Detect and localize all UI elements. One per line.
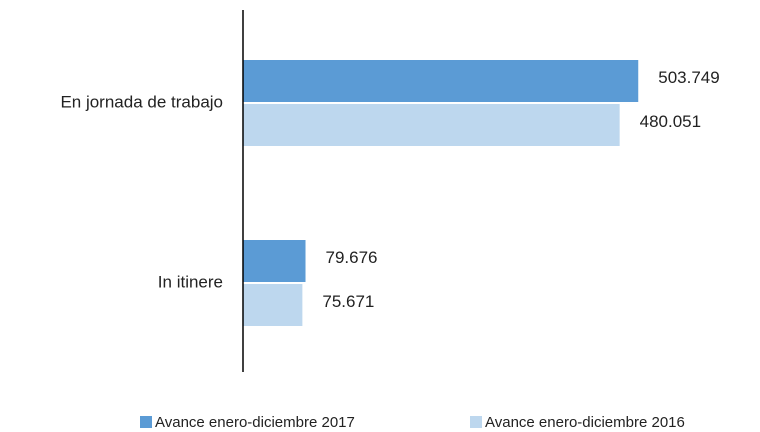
data-label: 79.676	[326, 248, 378, 267]
legend-swatch	[470, 416, 482, 428]
legend-swatch	[140, 416, 152, 428]
data-label: 480.051	[640, 112, 701, 131]
data-label: 503.749	[658, 68, 719, 87]
bar	[243, 60, 639, 102]
legend-label: Avance enero-diciembre 2017	[155, 414, 355, 431]
bar	[243, 284, 303, 326]
data-label: 75.671	[322, 292, 374, 311]
legend: Avance enero-diciembre 2017 Avance enero-…	[140, 414, 685, 431]
bar	[243, 240, 306, 282]
y-tick-label: En jornada de trabajo	[60, 92, 223, 111]
legend-label: Avance enero-diciembre 2016	[485, 414, 685, 431]
bar	[243, 104, 620, 146]
y-tick-label: In itinere	[158, 272, 223, 291]
